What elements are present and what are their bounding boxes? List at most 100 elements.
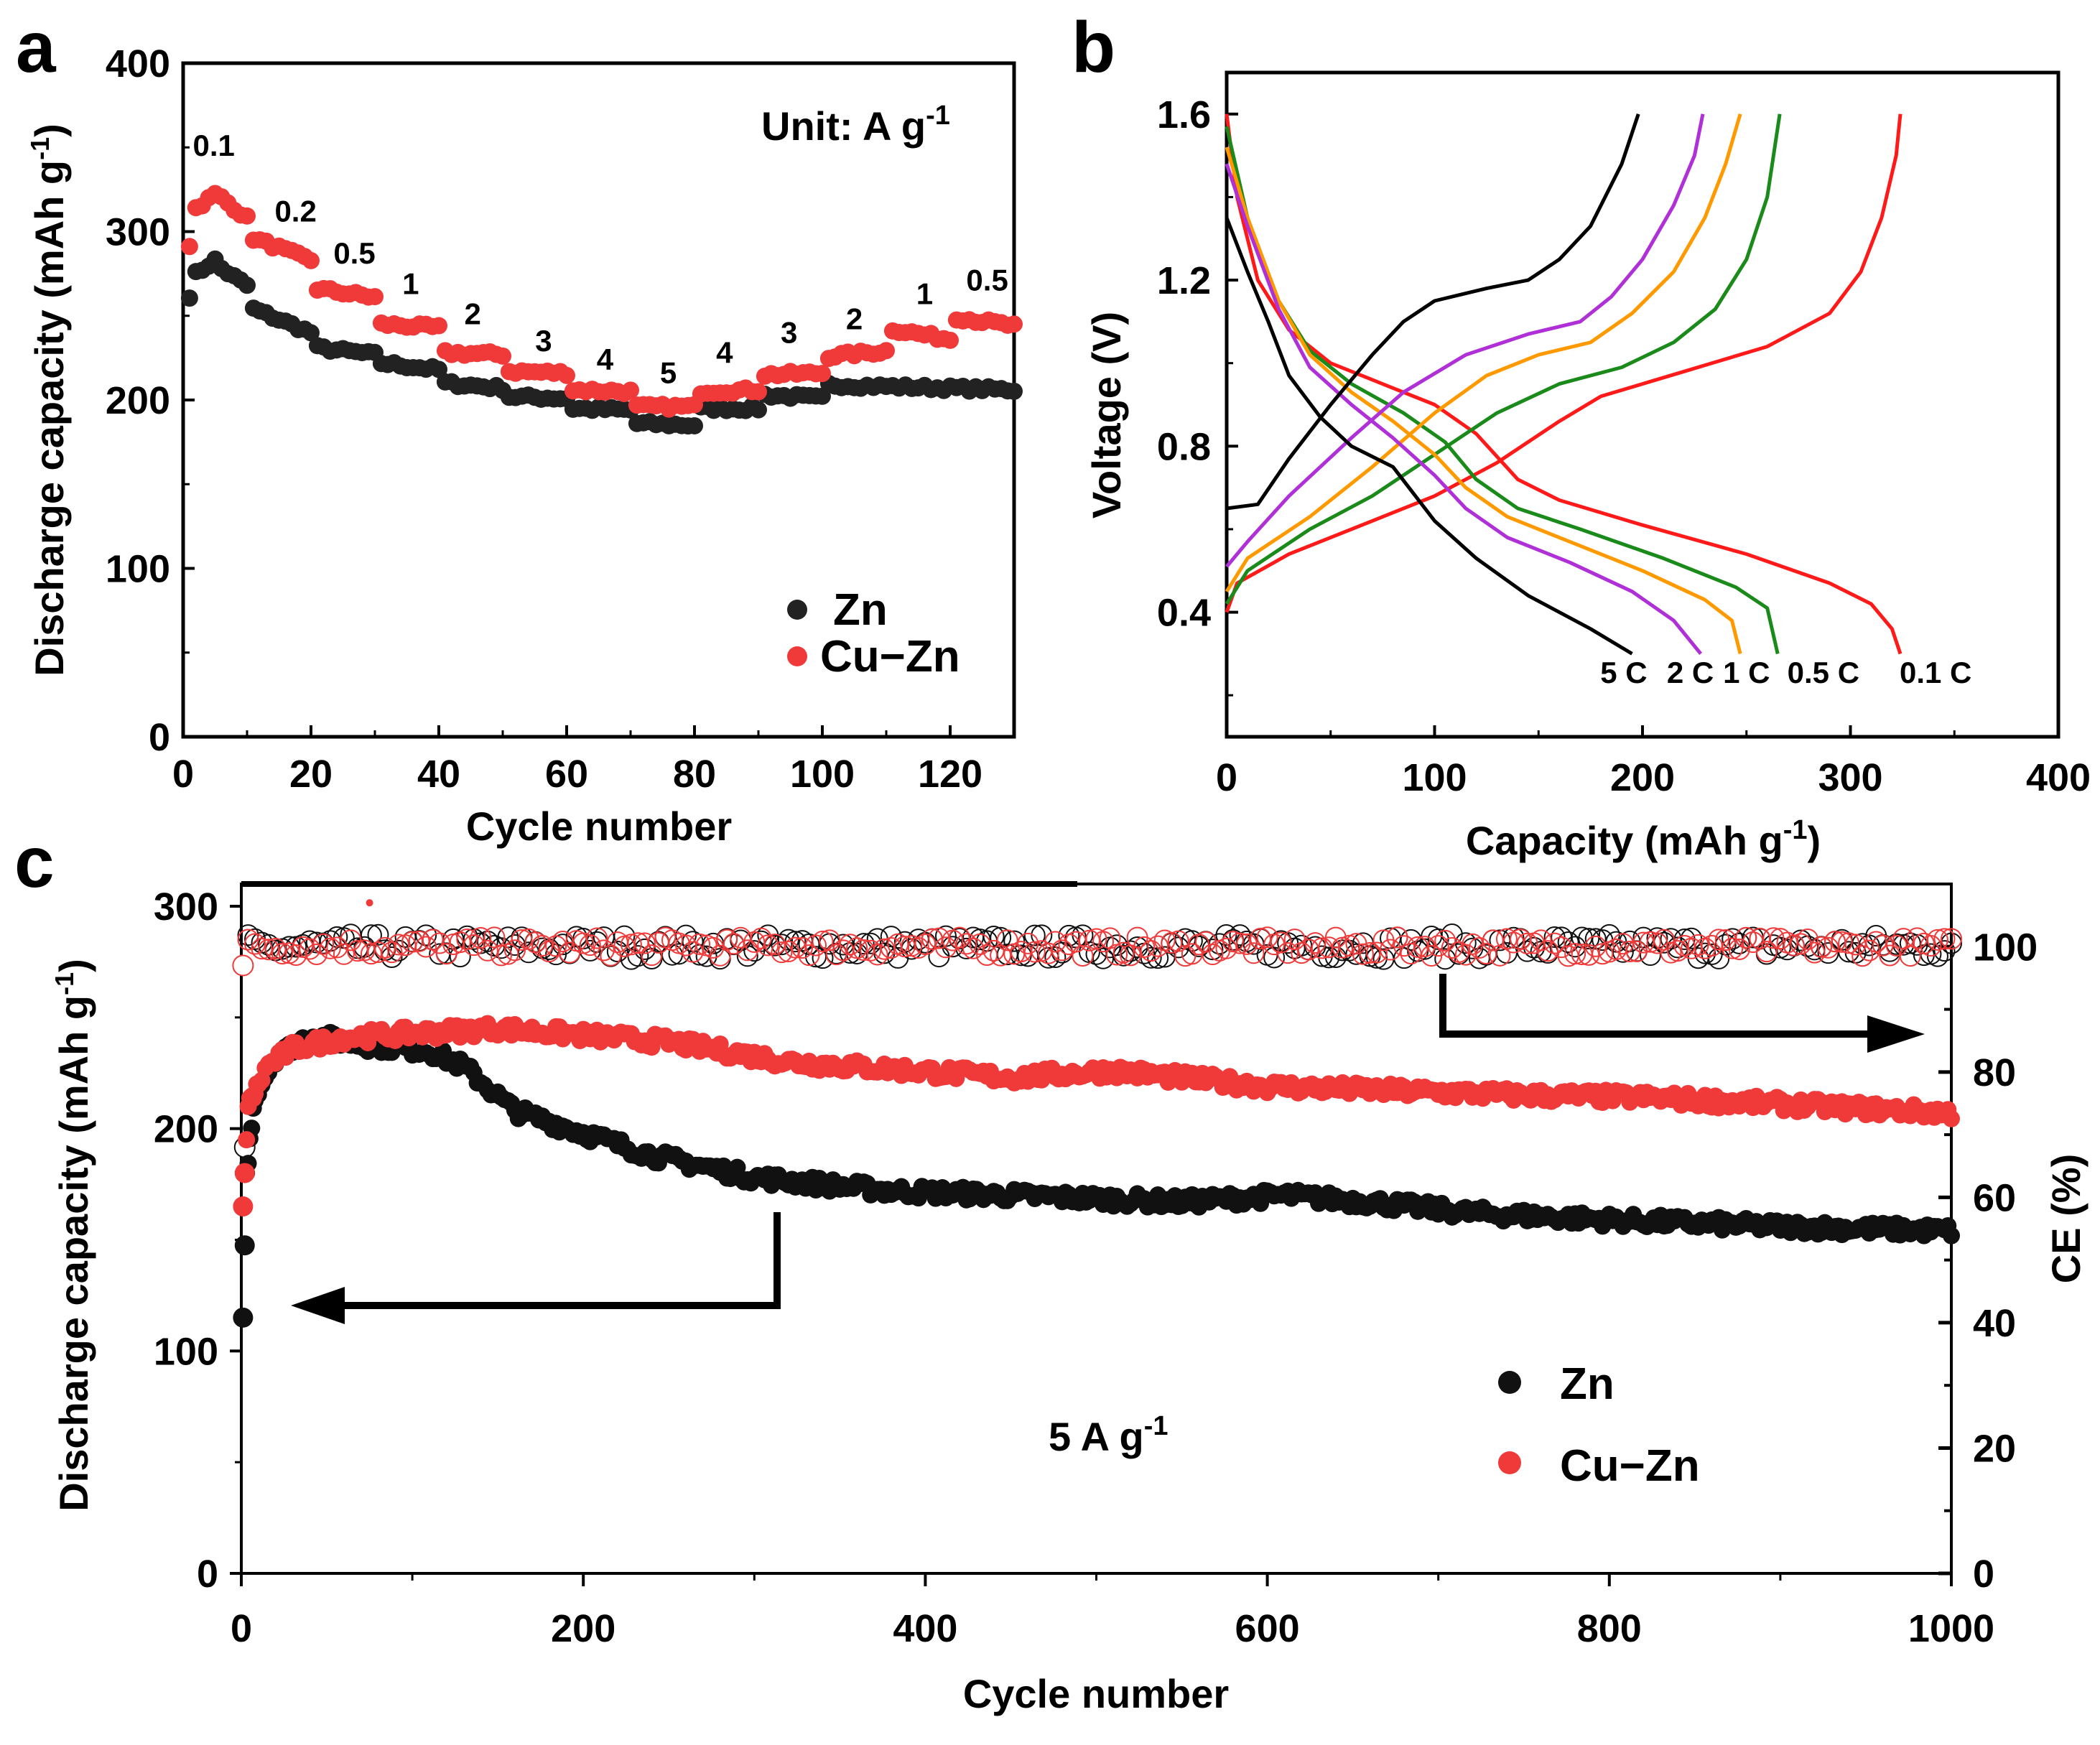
cuzn-ce-point — [1564, 943, 1586, 965]
cuzn-ce-point — [1250, 928, 1272, 950]
cuzn-ce-point — [381, 941, 403, 964]
cuzn-ce-point — [1811, 936, 1833, 958]
cuzn-capacity-point — [1943, 1109, 1960, 1127]
y2-tick-label: 80 — [1973, 1051, 2016, 1094]
x-tick-label: 800 — [1577, 1607, 1642, 1650]
cuzn-ce-point — [736, 939, 758, 962]
panel-b: 0 100 200 300 400 0.4 0.8 1.2 1.6 0.1 C 0.5 C 1 C 2… — [1084, 70, 2091, 863]
rate-label: 0.1 C — [1900, 656, 1971, 689]
rate-label: 4 — [716, 335, 733, 369]
cuzn-ce-point — [1653, 929, 1675, 951]
zn-ce-point — [1578, 928, 1600, 950]
zn-ce-point — [1530, 941, 1552, 963]
discharge-curve-5C — [1225, 217, 1633, 656]
panel-a-unit-note: Unit: A g-1 — [761, 101, 950, 149]
y2-tick-label: 60 — [1973, 1176, 2016, 1219]
y-tick-label: 0 — [197, 1553, 218, 1596]
legend-a-zn-label: Zn — [833, 585, 888, 635]
zn-ce-point — [852, 933, 875, 955]
cuzn-ce-point — [1735, 926, 1757, 949]
cuzn-ce-point — [1161, 931, 1183, 954]
cuzn-ce-point — [1242, 942, 1265, 964]
cuzn-ce-point — [757, 934, 779, 957]
y2-tick-label: 20 — [1973, 1427, 2016, 1470]
cuzn-ce-point — [258, 939, 280, 961]
cuzn-data-point — [302, 251, 320, 269]
panel-letter-c: c — [14, 822, 55, 903]
zn-ce-point — [415, 924, 437, 946]
legend-c-zn-marker — [1498, 1371, 1521, 1394]
charge-curve-5C — [1226, 113, 1640, 511]
zn-ce-point — [1044, 946, 1067, 969]
cuzn-ce-point — [1380, 939, 1402, 961]
x-tick-label: 40 — [417, 753, 460, 796]
cuzn-ce-point — [1044, 931, 1067, 953]
x-tick-label: 400 — [893, 1607, 957, 1650]
x-tick-label: 120 — [918, 753, 982, 796]
y-tick-label: 100 — [154, 1330, 218, 1373]
arrow-left-axis — [316, 1212, 781, 1309]
zn-ce-point — [1502, 926, 1525, 949]
cuzn-ce-point — [463, 934, 485, 957]
cuzn-ce-point — [777, 941, 799, 963]
y-tick-label: 0.8 — [1157, 425, 1211, 468]
cuzn-ce-point — [545, 935, 567, 957]
zn-data-point — [180, 289, 198, 307]
x-tick-label: 600 — [1235, 1607, 1300, 1650]
cuzn-ce-point — [689, 933, 711, 955]
y-tick-label: 400 — [106, 42, 170, 85]
cuzn-ce-point — [723, 933, 745, 955]
cuzn-ce-point — [832, 939, 855, 962]
cuzn-ce-point — [641, 944, 663, 967]
cuzn-ce-point — [914, 934, 937, 956]
rate-label: 0.5 — [966, 264, 1008, 297]
cuzn-ce-point — [1667, 940, 1689, 962]
zn-ce-point — [1202, 939, 1224, 961]
cuzn-ce-point — [791, 937, 813, 959]
y2-tick-label: 40 — [1973, 1302, 2016, 1345]
arrow-right-axis — [1439, 974, 1896, 1038]
cuzn-ce-point — [1133, 936, 1156, 958]
cuzn-ce-point — [470, 927, 492, 949]
x-tick-label: 100 — [790, 753, 855, 796]
cuzn-ce-point — [490, 944, 512, 967]
cuzn-ce-point — [415, 936, 437, 958]
cuzn-ce-point — [990, 944, 1012, 967]
zn-ce-point — [1023, 924, 1046, 946]
cuzn-data-point — [750, 383, 767, 401]
panel-a-xlabel: Cycle number — [466, 804, 732, 849]
cuzn-ce-point — [586, 927, 608, 949]
cuzn-ce-point — [955, 933, 977, 955]
cuzn-data-point — [878, 342, 895, 360]
zn-data-point — [302, 324, 320, 342]
cuzn-ce-point — [750, 927, 772, 949]
cuzn-ce-point — [1933, 928, 1956, 950]
cuzn-ce-point — [1824, 931, 1846, 953]
cuzn-ce-point — [1304, 932, 1327, 954]
cuzn-ce-point — [1147, 935, 1169, 957]
panel-c-ylabel: Discharge capacity (mAh g-1) — [50, 959, 96, 1512]
panel-b-ylabel: Voltage (V) — [1084, 312, 1129, 518]
cuzn-ce-point — [860, 939, 882, 962]
cuzn-data-point — [430, 317, 447, 335]
cuzn-ce-point — [866, 944, 888, 966]
cuzn-ce-point — [1434, 929, 1456, 951]
cuzn-ce-point — [1072, 944, 1094, 967]
cuzn-data-point — [238, 207, 256, 225]
cuzn-ce-point — [1762, 927, 1785, 949]
cuzn-ce-point — [647, 931, 669, 954]
cuzn-ce-point — [1167, 930, 1189, 952]
charge-curve-0p5C — [1225, 113, 1782, 605]
cuzn-ce-point — [271, 943, 294, 965]
cuzn-ce-point — [476, 939, 498, 962]
y-tick-label: 200 — [154, 1108, 218, 1151]
cuzn-ce-point — [1256, 926, 1278, 949]
charge-curve-2C — [1225, 113, 1705, 568]
cuzn-ce-point — [1838, 932, 1860, 954]
cuzn-ce-point — [1578, 944, 1600, 966]
zn-ce-point — [305, 931, 327, 954]
cuzn-ce-point — [367, 941, 389, 964]
cuzn-ce-point — [1140, 940, 1162, 962]
cuzn-ce-point — [1865, 931, 1887, 953]
